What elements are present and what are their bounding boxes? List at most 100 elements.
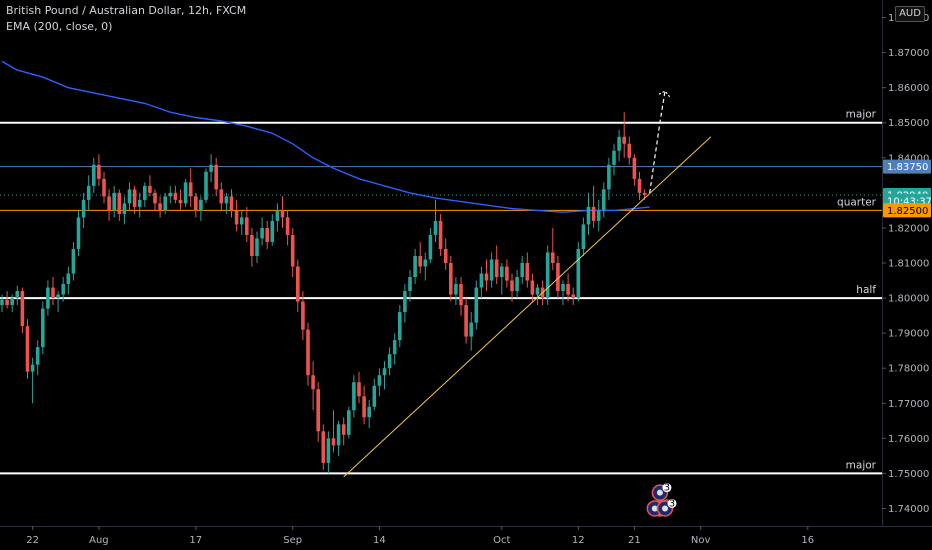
y-tick-label: 1.76000: [888, 434, 929, 445]
candle-body: [51, 287, 55, 299]
x-tick-label: 17: [189, 535, 202, 546]
candle-body: [382, 368, 387, 376]
event-count-bg: [667, 498, 677, 508]
candle-59: [301, 291, 305, 341]
candle-body: [331, 438, 336, 446]
candle-63: [321, 424, 326, 470]
candle-body: [602, 189, 606, 211]
candle-body: [535, 287, 540, 295]
price-axis[interactable]: 1.880001.870001.860001.850001.840001.830…: [882, 13, 929, 515]
candle-89: [454, 277, 458, 306]
candle-105: [535, 284, 540, 306]
candle-body: [10, 298, 14, 306]
candle-93: [474, 280, 479, 330]
candle-116: [591, 185, 596, 228]
event-count: 3: [664, 483, 670, 494]
candle-95: [484, 259, 489, 292]
flag-icon: [656, 489, 663, 496]
candle-body: [224, 196, 229, 204]
candle-108: [551, 227, 555, 271]
candle-113: [576, 241, 581, 302]
candle-body: [449, 263, 453, 295]
candle-body: [392, 340, 397, 355]
candle-body: [306, 329, 310, 376]
candle-body: [367, 406, 371, 418]
price-tag-bg: [883, 203, 931, 218]
drawings[interactable]: [343, 90, 712, 478]
candle-body: [311, 375, 315, 390]
indicator-legend[interactable]: EMA (200, close, 0): [6, 20, 113, 33]
y-tick-label: 1.81000: [888, 259, 929, 270]
candle-94: [479, 266, 484, 299]
candle-74: [377, 368, 382, 397]
candle-body: [566, 284, 570, 295]
candle-8: [41, 301, 45, 355]
candle-body: [260, 227, 264, 239]
candle-45: [229, 189, 234, 218]
candle-body: [219, 189, 224, 204]
candle-body: [239, 217, 244, 225]
candle-body: [469, 322, 473, 337]
price-tag-bg: [883, 159, 931, 174]
candle-77: [392, 333, 397, 365]
candle-body: [204, 171, 208, 200]
event-badges[interactable]: 373: [646, 483, 677, 517]
candle-42: [214, 157, 218, 197]
candle-27: [137, 192, 142, 218]
candle-7: [35, 340, 40, 376]
candle-body: [637, 178, 642, 193]
candle-body: [571, 294, 575, 299]
candle-body: [0, 299, 4, 306]
x-tick-label: 16: [801, 535, 814, 546]
candle-body: [617, 136, 621, 151]
candle-99: [505, 259, 509, 288]
candle-body: [484, 273, 489, 281]
candle-body: [183, 182, 188, 204]
candle-body: [515, 277, 519, 292]
candle-body: [199, 199, 203, 211]
candle-body: [296, 266, 300, 302]
candle-30: [153, 189, 157, 211]
x-tick-label: Oct: [493, 535, 510, 546]
y-tick-label: 1.77000: [888, 399, 929, 410]
candle-25: [127, 182, 132, 211]
projection-path: [649, 91, 666, 193]
chart-title: British Pound / Australian Dollar, 12h, …: [6, 4, 247, 17]
candle-body: [398, 312, 402, 341]
candle-body: [173, 192, 178, 200]
candle-49: [250, 227, 254, 267]
candle-body: [632, 157, 637, 179]
time-axis[interactable]: 22 Aug 17 Sep 14 Oct 12 21 Nov 16: [26, 526, 814, 546]
candle-body: [148, 185, 152, 193]
candle-body: [642, 192, 647, 195]
candle-43: [219, 182, 224, 211]
y-tick-label: 1.87000: [888, 48, 929, 59]
candle-52: [265, 220, 269, 249]
candle-91: [464, 298, 468, 344]
candle-65: [331, 410, 336, 453]
candle-60: [306, 322, 310, 386]
candle-66: [336, 420, 341, 456]
candle-body: [408, 277, 412, 292]
candle-6: [30, 357, 35, 404]
candle-body: [612, 150, 616, 165]
candle-body: [250, 234, 254, 256]
candle-body: [479, 273, 484, 288]
candle-103: [525, 252, 530, 288]
candle-body: [510, 280, 514, 292]
candle-114: [581, 217, 586, 256]
candle-body: [489, 259, 494, 281]
candle-body: [214, 164, 218, 190]
candle-body: [520, 263, 524, 278]
flag-icon: [662, 505, 668, 512]
horizontal-levels[interactable]: major quarter half major: [0, 109, 882, 475]
currency-badge[interactable]: AUD: [895, 6, 925, 22]
candle-81: [413, 248, 417, 285]
candle-40: [204, 168, 208, 204]
candle-body: [81, 199, 86, 218]
candle-body: [326, 438, 331, 463]
candle-body: [41, 308, 45, 348]
candle-body: [275, 210, 280, 221]
